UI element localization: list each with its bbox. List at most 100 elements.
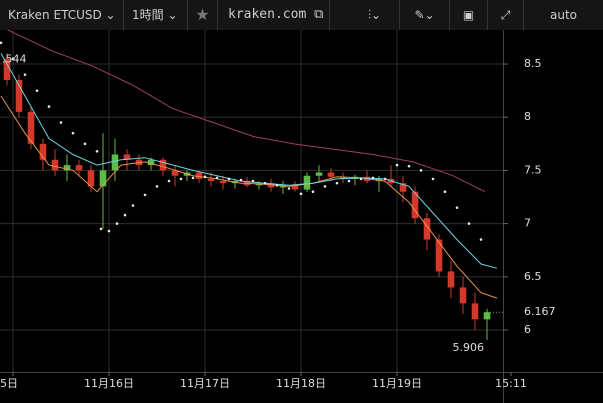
sar-dot [0,41,3,45]
candle-body [147,159,155,166]
sar-dot [131,204,135,207]
sar-dot [11,57,15,61]
chart-style-button[interactable]: ⫶⌄ [350,0,400,30]
high-label: .544 [2,52,27,65]
candle-body [267,183,275,188]
sar-dot [431,177,435,181]
sar-dot [299,192,303,196]
sar-dot [479,238,483,241]
candle-body [315,172,323,176]
sar-dot [107,229,111,233]
candle-body [3,58,11,80]
sar-dot [467,222,471,225]
sar-dot [143,193,147,197]
sar-dot [263,181,267,185]
draw-button[interactable]: ✎⌄ [400,0,450,30]
candle-body [75,165,83,171]
sar-dot [455,206,459,209]
sar-dot [251,179,255,183]
sar-dot [167,179,171,183]
indicator-button[interactable]: ▣ [450,0,488,30]
y-tick-label: 8.5 [524,57,542,70]
symbol-button[interactable]: Kraken ETCUSD ⌄ [0,0,124,30]
candle-body [15,79,23,112]
candle-body [423,218,431,240]
sar-dot [35,89,39,92]
candle-body [27,111,35,144]
sar-dot [115,222,119,225]
sar-dot [419,169,423,172]
candle-body [99,170,107,187]
sar-dot [311,190,315,193]
y-tick-label: 8 [524,110,531,123]
sar-dot [359,177,363,181]
candle-body [63,165,71,171]
site: kraken.com [228,7,307,22]
y-tick-label: 7 [524,217,531,230]
candle-body [111,154,119,171]
candle-body [39,143,47,160]
sar-dot [407,164,411,168]
sar-dot [191,176,195,180]
sar-dot [443,190,447,193]
sar-dot [275,184,279,187]
sar-dot [323,185,327,188]
star-button[interactable]: ★ [188,0,218,30]
candle-body [435,239,443,272]
y-tick-label: 7.5 [524,163,542,176]
candle-body [459,287,467,304]
x-tick-label: 11月17日 [180,377,230,390]
candle-body [207,178,215,182]
sar-dot [335,181,339,185]
y-tick-label: 6.5 [524,270,542,283]
candle-body [411,191,419,219]
sar-dot [23,73,27,76]
site-link[interactable]: kraken.com ⧉ [218,0,330,30]
candle-body [195,172,203,179]
sar-dot [239,178,243,182]
candle-body [171,170,179,176]
sar-dot [215,176,219,180]
fullscreen-button[interactable]: ⤢ [488,0,524,30]
interval: 1時間 [132,8,164,22]
candle-body [279,185,287,188]
candle-body [399,183,407,192]
sar-dot [99,227,103,231]
candle-body [219,181,227,184]
candle-body [123,154,131,160]
candle-body [483,312,491,320]
sar-dot [371,176,375,180]
sar-dot [123,213,127,217]
symbol: Kraken ETCUSD [8,8,102,22]
sar-dot [47,105,51,108]
x-tick-label: 11月16日 [84,377,134,390]
indicator-line [0,53,498,269]
sar-dot [395,163,399,167]
x-tick-label: 15:11 [495,377,527,390]
sar-dot [71,131,75,135]
scale-mode-button[interactable]: auto [524,0,603,30]
candle-body [327,172,335,177]
sar-dot [287,187,291,190]
candle-body [339,176,347,179]
indicator-line [6,30,486,193]
interval-button[interactable]: 1時間 ⌄ [124,0,188,30]
sar-dot [383,177,387,181]
candle-body [51,159,59,171]
candle-body [303,175,311,190]
low-label: 5.906 [453,341,485,354]
candle-body [87,170,95,187]
candle-body [471,303,479,320]
plot [0,30,503,372]
chart: 6 6.5 7 7.5 8 8.5 5日 11月16日 11月17日 11月18日 11月19日 15… [0,30,603,403]
sar-dot [95,149,99,153]
candle-body [291,185,299,190]
x-tick-label: 11月19日 [372,377,422,390]
x-tick-label: 5日 [0,377,18,390]
indicator-line [0,95,498,299]
sar-dot [347,179,351,183]
y-tick-label: 6 [524,323,531,336]
scale-mode: auto [549,8,577,22]
candle-body [159,159,167,171]
